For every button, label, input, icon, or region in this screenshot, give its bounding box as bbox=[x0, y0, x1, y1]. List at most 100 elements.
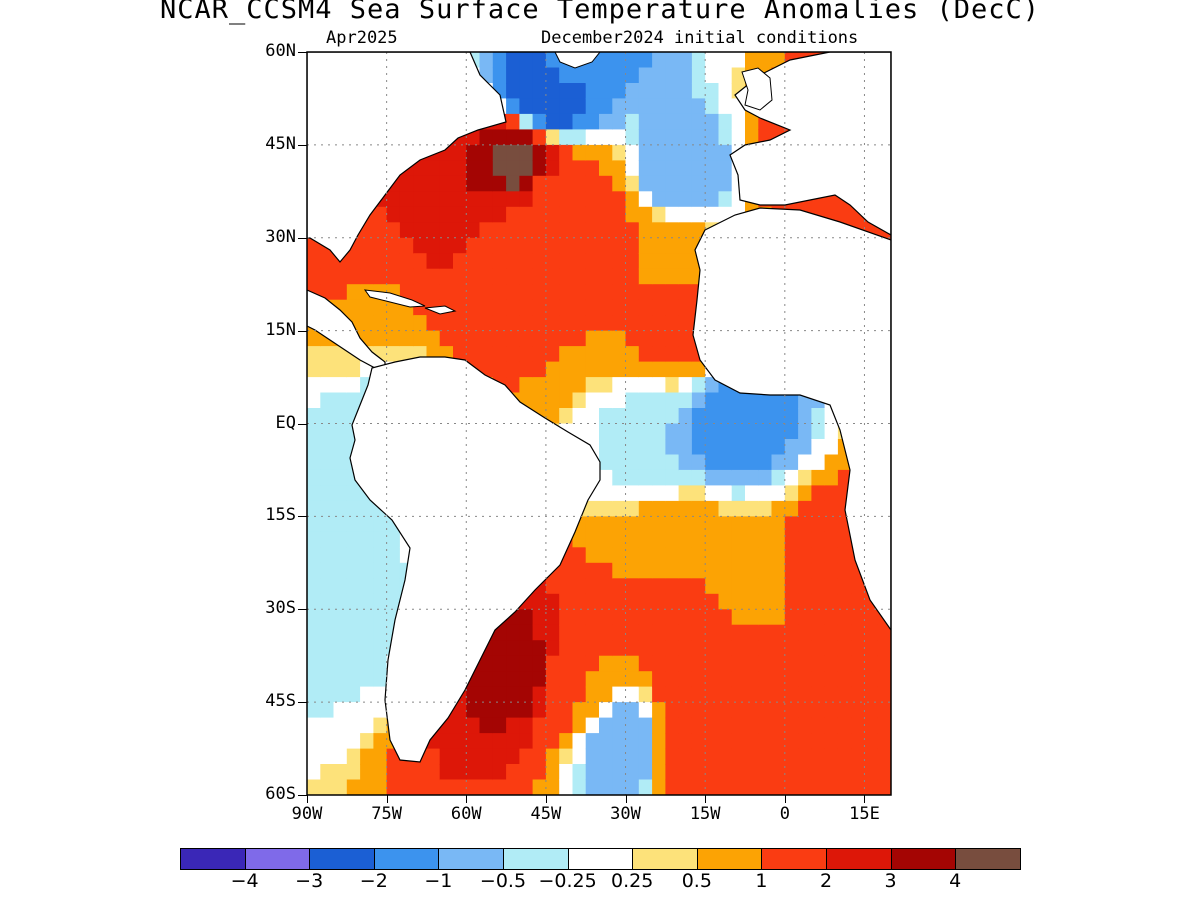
anomaly-cell bbox=[413, 268, 428, 285]
anomaly-cell bbox=[506, 191, 520, 208]
anomaly-cell bbox=[771, 748, 786, 765]
anomaly-cell bbox=[678, 408, 693, 425]
anomaly-cell bbox=[453, 253, 467, 270]
anomaly-cell bbox=[718, 764, 733, 781]
anomaly-cell bbox=[758, 578, 773, 595]
anomaly-cell bbox=[691, 377, 706, 394]
anomaly-cell bbox=[625, 160, 640, 177]
anomaly-cell bbox=[837, 593, 852, 610]
anomaly-cell bbox=[532, 83, 547, 100]
anomaly-cell bbox=[705, 98, 720, 115]
anomaly-cell bbox=[585, 222, 600, 239]
anomaly-cell bbox=[532, 640, 547, 657]
anomaly-cell bbox=[758, 764, 773, 781]
anomaly-cell bbox=[479, 315, 494, 332]
anomaly-cell bbox=[545, 52, 560, 69]
anomaly-cell bbox=[652, 299, 666, 316]
anomaly-cell bbox=[585, 547, 600, 564]
anomaly-cell bbox=[811, 779, 826, 795]
anomaly-cell bbox=[771, 500, 786, 517]
colorbar-label: −0.5 bbox=[479, 870, 527, 892]
anomaly-cell bbox=[532, 299, 547, 316]
anomaly-cell bbox=[745, 392, 759, 409]
anomaly-cell bbox=[519, 237, 534, 254]
anomaly-cell bbox=[691, 392, 706, 409]
lon-tick bbox=[545, 795, 547, 803]
lon-tick bbox=[307, 795, 308, 803]
land-cuba bbox=[363, 289, 426, 308]
anomaly-cell bbox=[851, 717, 866, 734]
anomaly-cell bbox=[346, 377, 361, 394]
anomaly-cell bbox=[612, 268, 627, 285]
anomaly-cell bbox=[320, 748, 335, 765]
anomaly-cell bbox=[758, 702, 773, 719]
anomaly-cell bbox=[638, 578, 653, 595]
anomaly-cell bbox=[585, 129, 600, 146]
anomaly-cell bbox=[705, 547, 720, 564]
anomaly-cell bbox=[851, 733, 866, 750]
anomaly-cell bbox=[612, 315, 627, 332]
anomaly-cell bbox=[824, 531, 839, 548]
anomaly-cell bbox=[386, 191, 401, 208]
anomaly-cell bbox=[399, 222, 414, 239]
anomaly-cell bbox=[625, 686, 640, 703]
lat-tick bbox=[298, 237, 307, 239]
anomaly-cell bbox=[625, 779, 640, 795]
anomaly-cell bbox=[864, 764, 879, 781]
anomaly-cell bbox=[333, 469, 348, 486]
anomaly-cell bbox=[625, 624, 640, 641]
anomaly-cell bbox=[333, 268, 348, 285]
anomaly-cell bbox=[731, 640, 746, 657]
anomaly-cell bbox=[652, 253, 666, 270]
anomaly-cell bbox=[758, 454, 773, 471]
anomaly-cell bbox=[638, 764, 653, 781]
anomaly-cell bbox=[559, 640, 574, 657]
anomaly-cell bbox=[585, 268, 600, 285]
anomaly-cell bbox=[625, 129, 640, 146]
anomaly-cell bbox=[599, 423, 613, 440]
anomaly-cell bbox=[559, 330, 574, 347]
anomaly-cell bbox=[307, 779, 321, 795]
anomaly-cell bbox=[333, 624, 348, 641]
anomaly-cell bbox=[559, 222, 574, 239]
anomaly-cell bbox=[519, 779, 534, 795]
anomaly-cell bbox=[479, 175, 494, 192]
anomaly-cell bbox=[360, 702, 374, 719]
anomaly-cell bbox=[559, 779, 574, 795]
anomaly-cell bbox=[705, 83, 720, 100]
anomaly-cell bbox=[307, 268, 321, 285]
anomaly-cell bbox=[638, 702, 653, 719]
anomaly-cell bbox=[851, 609, 866, 626]
anomaly-cell bbox=[612, 330, 627, 347]
land-masses bbox=[307, 52, 891, 763]
anomaly-cell bbox=[652, 160, 666, 177]
anomaly-cell bbox=[652, 175, 666, 192]
anomaly-cell bbox=[545, 624, 560, 641]
anomaly-cell bbox=[585, 609, 600, 626]
anomaly-cell bbox=[466, 268, 481, 285]
anomaly-cell bbox=[811, 454, 826, 471]
anomaly-cell bbox=[346, 284, 361, 301]
anomaly-cell bbox=[559, 686, 574, 703]
anomaly-cell bbox=[572, 593, 587, 610]
anomaly-cell bbox=[612, 578, 627, 595]
anomaly-cell bbox=[665, 640, 680, 657]
land-north-america bbox=[307, 52, 507, 263]
anomaly-cell bbox=[638, 748, 653, 765]
anomaly-cell bbox=[638, 160, 653, 177]
anomaly-cell bbox=[691, 175, 706, 192]
anomaly-cell bbox=[599, 500, 613, 517]
anomaly-cell bbox=[877, 686, 891, 703]
anomaly-cell bbox=[665, 609, 680, 626]
anomaly-cell bbox=[572, 609, 587, 626]
anomaly-cell bbox=[798, 500, 812, 517]
colorbar-label: −3 bbox=[295, 870, 324, 892]
anomaly-cell bbox=[718, 392, 733, 409]
anomaly-cell bbox=[837, 764, 852, 781]
anomaly-cell bbox=[731, 624, 746, 641]
anomaly-cell bbox=[678, 206, 693, 223]
anomaly-cell bbox=[691, 83, 706, 100]
anomaly-cell bbox=[638, 469, 653, 486]
anomaly-cell bbox=[625, 175, 640, 192]
anomaly-cell bbox=[705, 175, 720, 192]
